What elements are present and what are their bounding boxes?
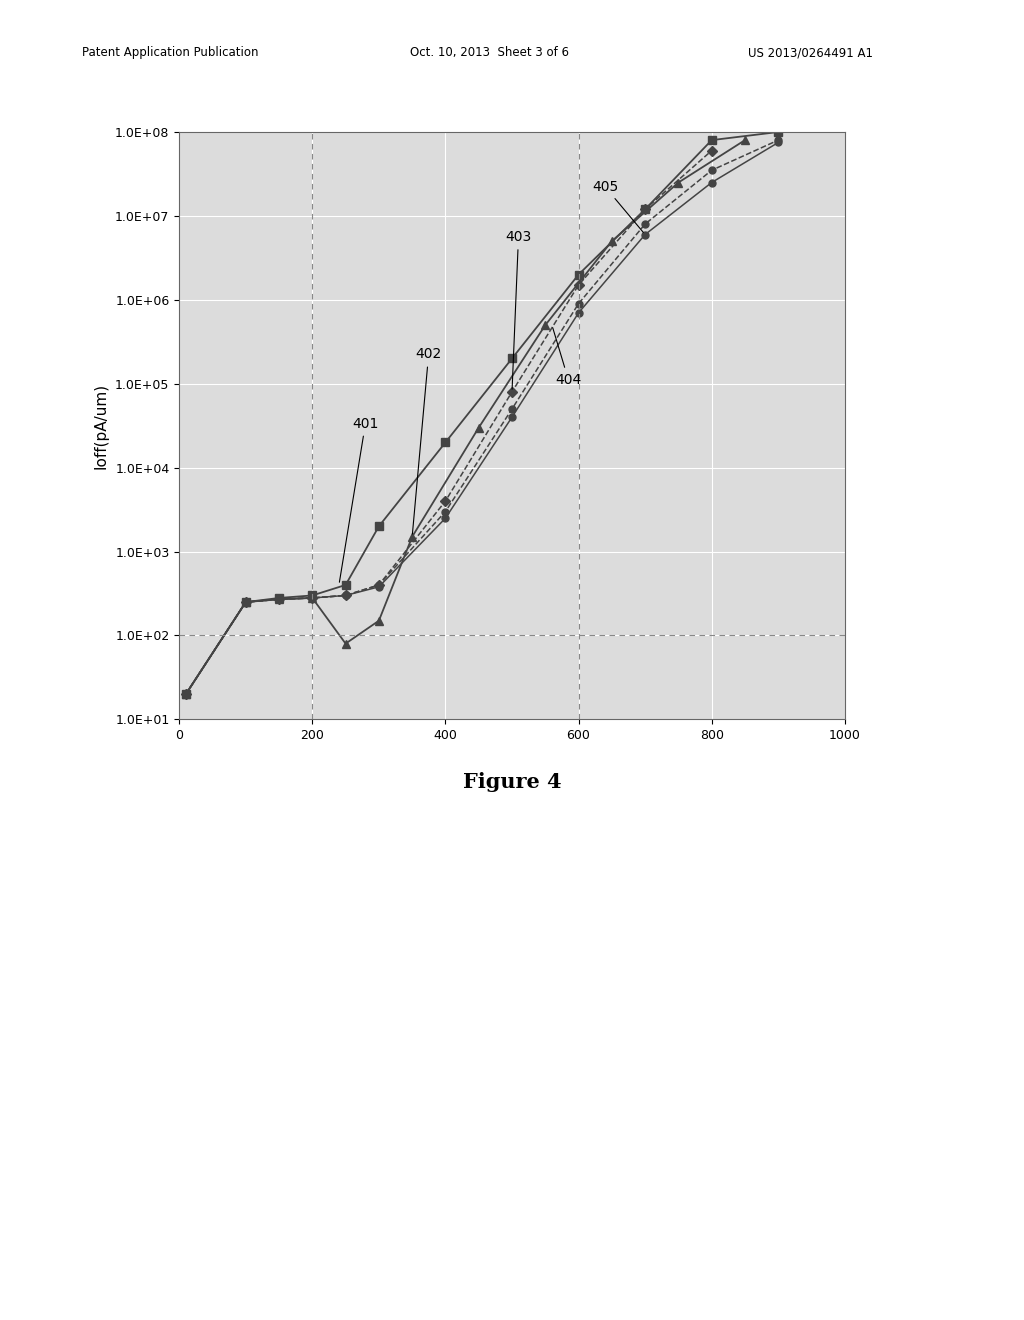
Text: 404: 404	[553, 327, 582, 387]
Text: Patent Application Publication: Patent Application Publication	[82, 46, 258, 59]
Text: 405: 405	[592, 180, 643, 232]
Text: Oct. 10, 2013  Sheet 3 of 6: Oct. 10, 2013 Sheet 3 of 6	[410, 46, 568, 59]
Text: 403: 403	[506, 230, 531, 389]
Text: 401: 401	[339, 417, 379, 582]
Text: 402: 402	[413, 347, 441, 535]
Y-axis label: Ioff(pA/um): Ioff(pA/um)	[93, 383, 109, 469]
Text: Figure 4: Figure 4	[463, 772, 561, 792]
Text: US 2013/0264491 A1: US 2013/0264491 A1	[748, 46, 872, 59]
